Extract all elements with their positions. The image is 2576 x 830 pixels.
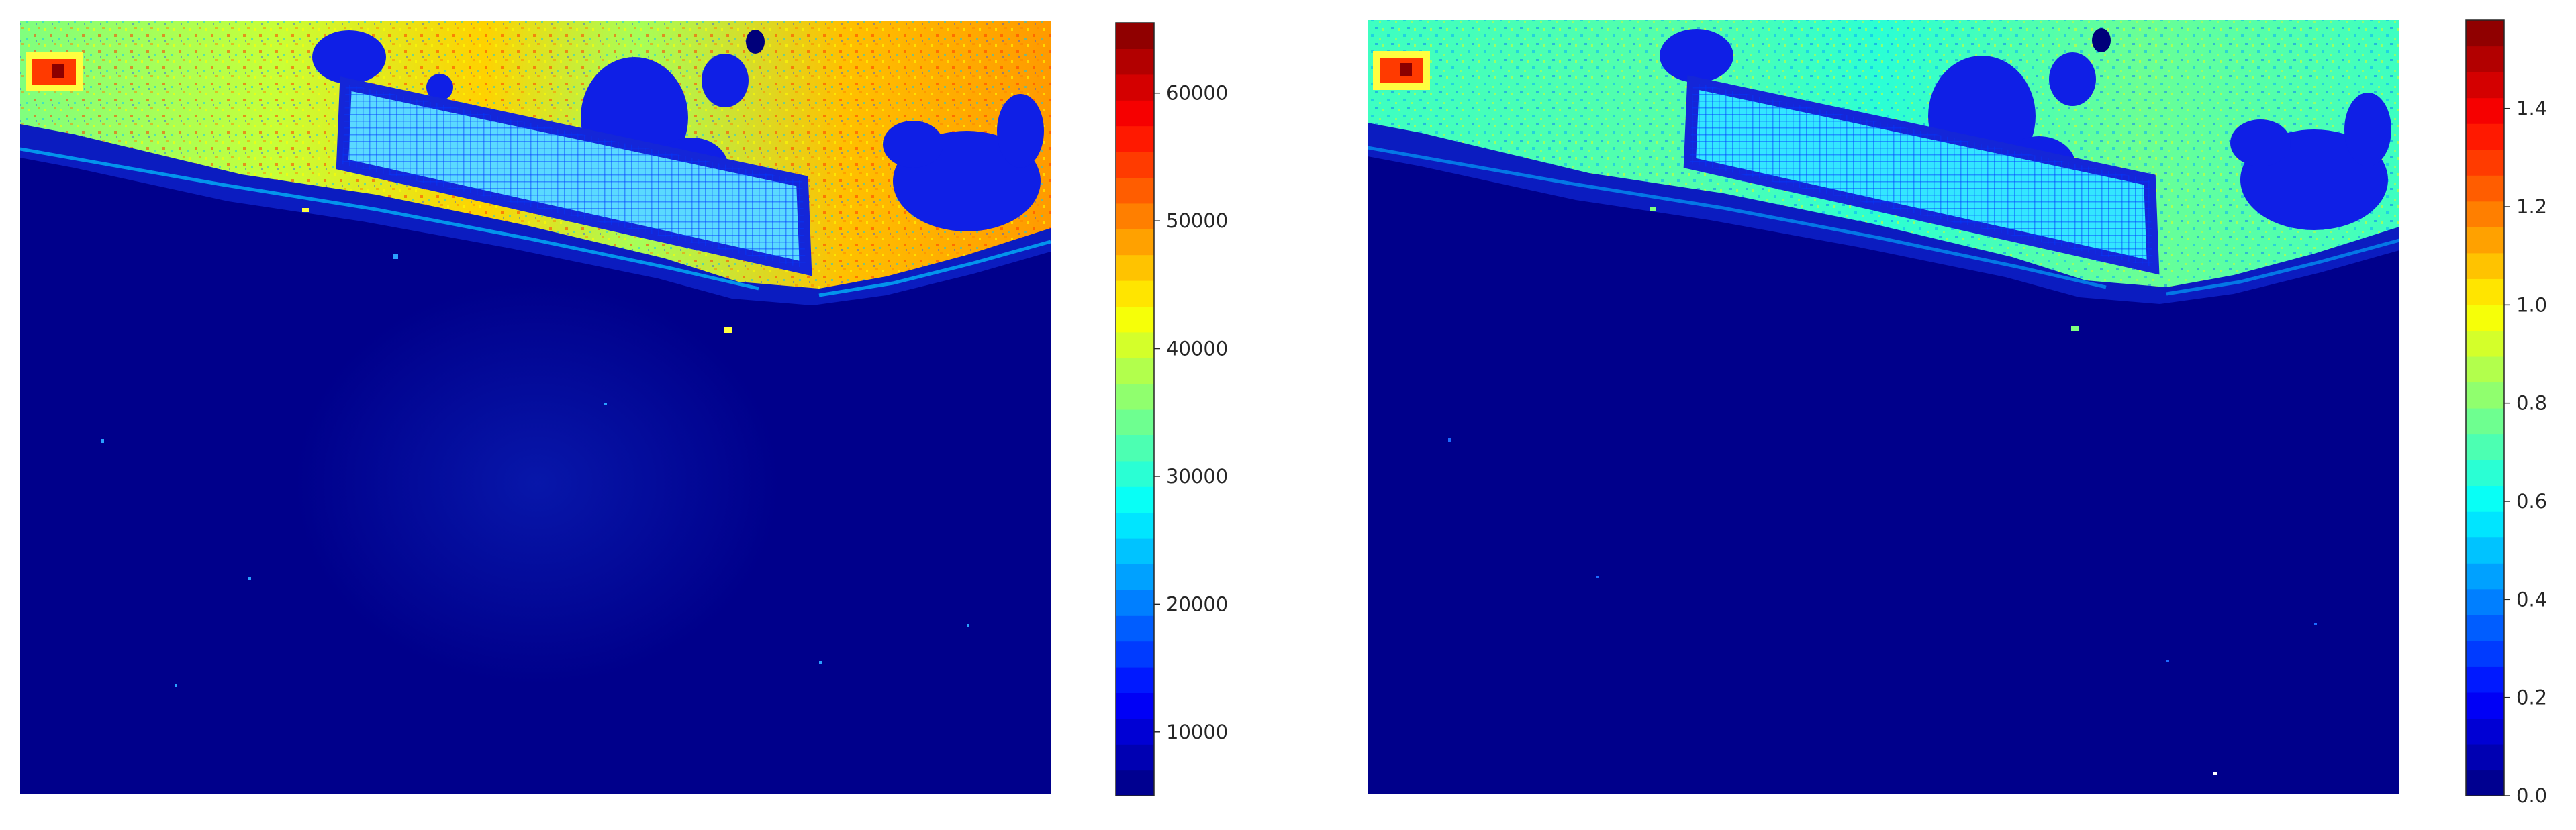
colorbar-left-band xyxy=(1116,460,1154,487)
colorbar-right-band xyxy=(2466,485,2504,512)
colorbar-right-band xyxy=(2466,511,2504,538)
colorbar-left-band xyxy=(1116,641,1154,668)
colorbar-right-band xyxy=(2466,666,2504,693)
colorbar-left-band xyxy=(1116,152,1154,178)
colorbar-left-band xyxy=(1116,667,1154,693)
colorbar-left-band xyxy=(1116,48,1154,75)
colorbar-left-band xyxy=(1116,564,1154,590)
colorbar-left-band xyxy=(1116,615,1154,642)
colorbar-right-tick-label: 0.0 xyxy=(2516,784,2547,807)
colorbar-left-band xyxy=(1116,486,1154,513)
colorbar-right-tick-label: 1.4 xyxy=(2516,97,2547,120)
colorbar-right-band xyxy=(2466,304,2504,331)
colorbar-right-band xyxy=(2466,692,2504,719)
colorbar-left-band xyxy=(1116,589,1154,616)
colorbar-left-band xyxy=(1116,383,1154,410)
colorbar-left-band xyxy=(1116,538,1154,564)
colorbar-right-band xyxy=(2466,433,2504,460)
colorbar-right-band xyxy=(2466,201,2504,227)
colorbar-right-band xyxy=(2466,460,2504,486)
colorbar-right-tick-label: 1.0 xyxy=(2516,293,2547,316)
colorbar-left: 10000 20000 30000 40000 50000 60000 xyxy=(1115,22,1228,796)
colorbar-left-frame xyxy=(1115,22,1155,796)
colorbar-right-band xyxy=(2466,175,2504,202)
heatmap-left-specks xyxy=(101,208,969,687)
colorbar-left-band xyxy=(1116,512,1154,539)
colorbar-right-tick-label: 0.2 xyxy=(2516,686,2547,709)
colorbar-right-band xyxy=(2466,640,2504,667)
colorbar-right-band xyxy=(2466,743,2504,771)
colorbar-right-band xyxy=(2466,718,2504,745)
colorbar-right-tick-label: 1.2 xyxy=(2516,195,2547,218)
heatmap-right-specks xyxy=(1448,207,2317,775)
colorbar-right-band xyxy=(2466,382,2504,409)
colorbar-right-band xyxy=(2466,227,2504,254)
colorbar-left-band xyxy=(1116,203,1154,229)
colorbar-right-band xyxy=(2466,563,2504,590)
colorbar-right-band xyxy=(2466,408,2504,435)
colorbar-left-band xyxy=(1116,331,1154,358)
colorbar-left-band xyxy=(1116,125,1154,152)
colorbar-left-band xyxy=(1116,280,1154,307)
heatmap-right xyxy=(1368,20,2399,794)
colorbar-right-band xyxy=(2466,97,2504,124)
colorbar-right-tick-label: 0.8 xyxy=(2516,392,2547,415)
colorbar-left-bands xyxy=(1116,23,1154,796)
colorbar-left-band xyxy=(1116,23,1154,49)
colorbar-right-band xyxy=(2466,330,2504,357)
colorbar-left-tick-label: 30000 xyxy=(1166,465,1228,488)
colorbar-right-band xyxy=(2466,149,2504,176)
colorbar-left-tick-label: 40000 xyxy=(1166,338,1228,360)
heatmap-left xyxy=(20,21,1051,794)
colorbar-right-band xyxy=(2466,615,2504,641)
colorbar-right-band xyxy=(2466,20,2504,47)
colorbar-right-band xyxy=(2466,278,2504,305)
colorbar-left-band xyxy=(1116,254,1154,281)
colorbar-left-tick-label: 50000 xyxy=(1166,209,1228,232)
colorbar-left-ticks: 10000 20000 30000 40000 50000 60000 xyxy=(1154,82,1228,743)
colorbar-right-band xyxy=(2466,770,2504,796)
colorbar-right-ticks: 0.0 0.2 0.4 0.6 0.8 1.0 1.2 1.4 xyxy=(2504,97,2547,807)
colorbar-left-tick-label: 20000 xyxy=(1166,592,1228,615)
colorbar-left-tick-label: 60000 xyxy=(1166,82,1228,105)
heatmap-left-water-glow xyxy=(295,282,779,684)
colorbar-left-band xyxy=(1116,744,1154,771)
colorbar-left-band xyxy=(1116,74,1154,101)
colorbar-left-band xyxy=(1116,770,1154,796)
colorbar-left-band xyxy=(1116,409,1154,435)
colorbar-left-band xyxy=(1116,358,1154,384)
colorbar-right-band xyxy=(2466,588,2504,615)
colorbar-left-band xyxy=(1116,100,1154,127)
colorbar-left-band xyxy=(1116,306,1154,333)
colorbar-left-tick-label: 10000 xyxy=(1166,721,1228,743)
colorbar-right-band xyxy=(2466,46,2504,72)
colorbar-left-band xyxy=(1116,435,1154,462)
colorbar-right-bands xyxy=(2466,20,2504,796)
colorbar-right-tick-label: 0.6 xyxy=(2516,490,2547,513)
colorbar-right-band xyxy=(2466,252,2504,279)
colorbar-left-band xyxy=(1116,718,1154,745)
colorbar-left-band xyxy=(1116,177,1154,204)
colorbar-left-band xyxy=(1116,229,1154,256)
colorbar-right-frame xyxy=(2465,19,2505,796)
colorbar-left-band xyxy=(1116,692,1154,719)
colorbar-right-band xyxy=(2466,72,2504,99)
colorbar-right-band xyxy=(2466,123,2504,150)
colorbar-right: 0.0 0.2 0.4 0.6 0.8 1.0 1.2 1.4 xyxy=(2465,19,2547,807)
colorbar-right-band xyxy=(2466,356,2504,383)
colorbar-right-tick-label: 0.4 xyxy=(2516,588,2547,611)
colorbar-right-band xyxy=(2466,537,2504,564)
